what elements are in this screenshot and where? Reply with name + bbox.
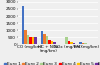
Bar bbox=[46, 36, 48, 44]
Bar bbox=[34, 37, 37, 44]
Bar bbox=[32, 37, 34, 44]
Bar bbox=[22, 6, 24, 44]
Bar bbox=[65, 37, 68, 44]
Bar bbox=[29, 37, 32, 44]
Bar bbox=[79, 42, 82, 44]
Bar bbox=[53, 42, 56, 44]
Bar bbox=[51, 41, 53, 44]
Bar bbox=[73, 43, 75, 44]
Bar bbox=[82, 43, 84, 44]
Bar bbox=[27, 35, 29, 44]
Bar bbox=[70, 42, 73, 44]
Bar bbox=[84, 43, 87, 44]
Bar bbox=[48, 40, 51, 44]
Bar bbox=[43, 34, 46, 44]
Bar bbox=[68, 41, 70, 44]
Legend: Euro 1, Euro 2, Euro 3, Euro 4, Euro 5, Euro 6: Euro 1, Euro 2, Euro 3, Euro 4, Euro 5, … bbox=[4, 62, 100, 65]
Bar bbox=[41, 31, 43, 44]
Bar bbox=[24, 30, 27, 44]
